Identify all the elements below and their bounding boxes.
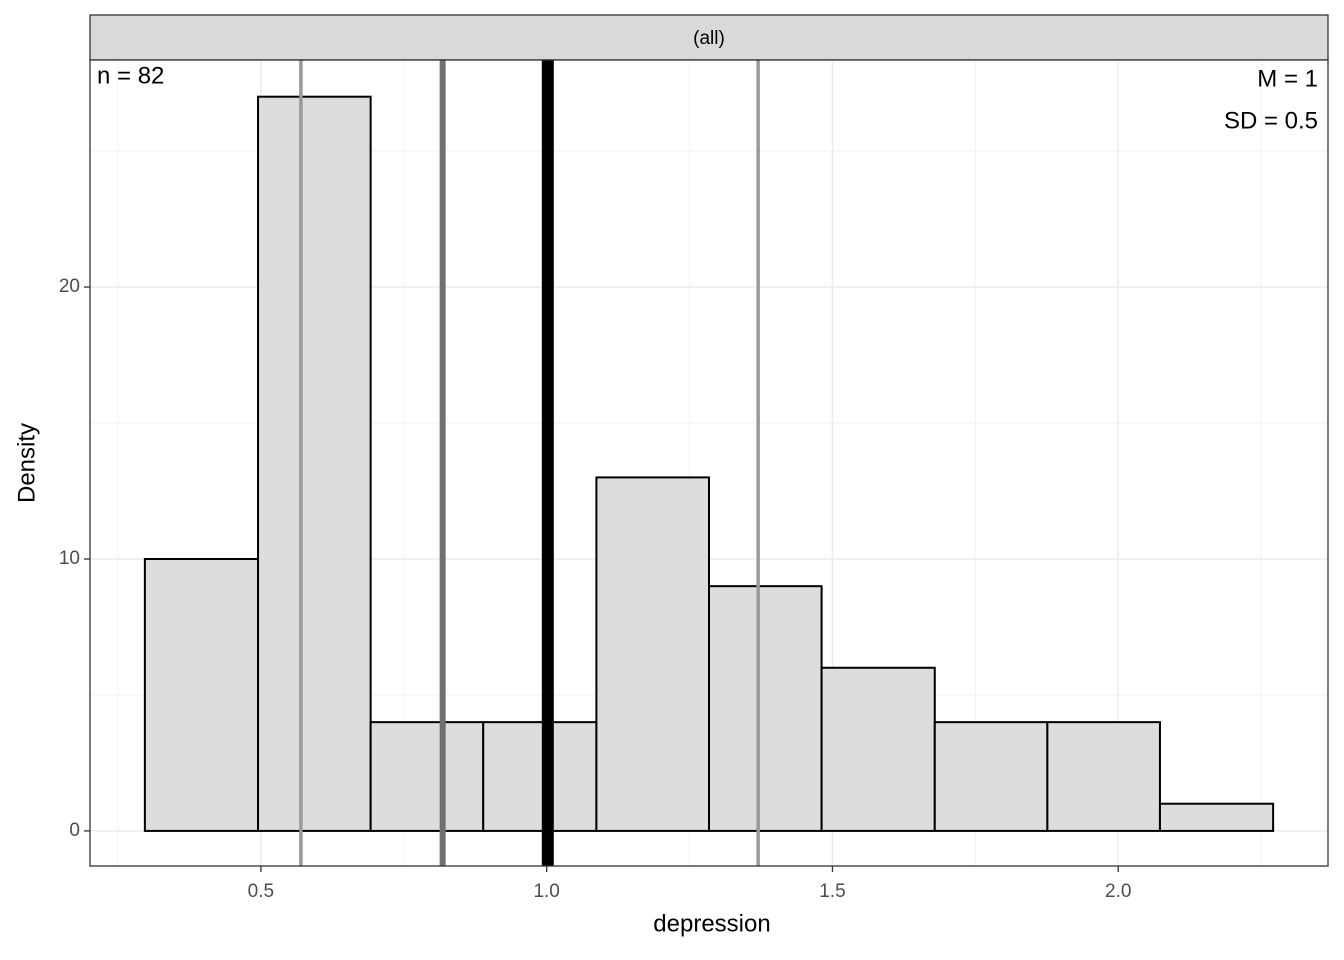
facet-strip	[89, 14, 1329, 61]
x-tick-label: 2.0	[1105, 881, 1131, 902]
panel-border	[89, 59, 1329, 867]
bar	[708, 585, 823, 832]
bar	[1046, 721, 1161, 832]
bar	[369, 721, 485, 832]
bar	[595, 476, 710, 832]
x-tick-label: 1.0	[533, 881, 559, 902]
bar	[482, 721, 598, 832]
x-tick-label: 1.5	[819, 881, 845, 902]
bar	[257, 95, 372, 832]
y-tick-label: 20	[59, 276, 80, 297]
y-tick-label: 10	[59, 548, 80, 569]
x-tick-label: 0.5	[248, 881, 274, 902]
plot-area	[89, 59, 1329, 867]
bar	[1158, 802, 1275, 832]
bar	[933, 721, 1049, 832]
annotation: SD = 0.5	[1224, 107, 1318, 134]
bar	[143, 557, 260, 832]
x-axis-title: depression	[653, 910, 770, 937]
strip-label: (all)	[693, 28, 725, 49]
y-axis-title: Density	[13, 423, 40, 503]
y-tick-label: 0	[69, 820, 80, 841]
annotation: M = 1	[1257, 65, 1318, 92]
annotation: n = 82	[97, 62, 164, 89]
bar	[820, 666, 936, 832]
